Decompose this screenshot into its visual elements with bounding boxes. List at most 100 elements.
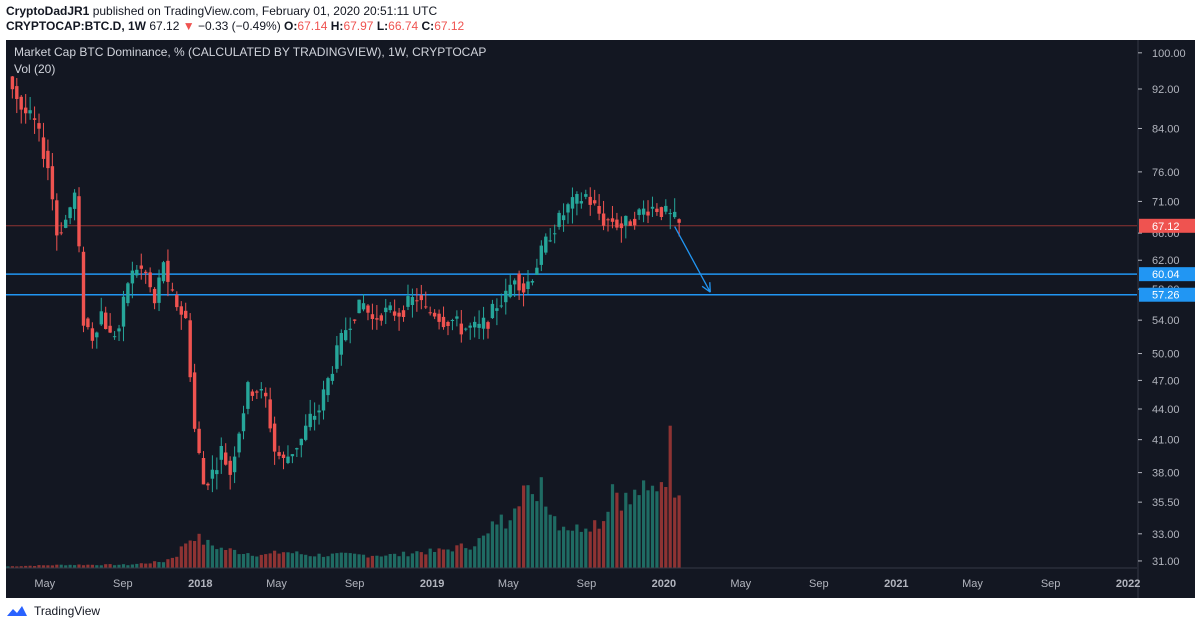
volume-bar <box>570 530 575 568</box>
candle-body <box>81 251 86 326</box>
open-value: 67.14 <box>297 19 328 33</box>
volume-bar <box>144 563 148 568</box>
price-tick-label: 71.00 <box>1152 196 1180 208</box>
candle-body <box>286 456 290 463</box>
time-tick-label: May <box>498 578 519 590</box>
candle-body <box>477 323 481 328</box>
volume-bar <box>148 563 152 568</box>
candle-body <box>570 197 575 209</box>
volume-bar <box>637 495 641 568</box>
volume-bar <box>668 425 672 568</box>
volume-bar <box>228 548 232 568</box>
candle-body <box>575 194 579 204</box>
candle-body <box>290 454 295 457</box>
volume-bar <box>433 552 437 568</box>
volume-bar <box>246 553 250 568</box>
volume-bar <box>393 553 397 568</box>
volume-bar <box>55 564 59 568</box>
volume-bar <box>184 543 188 568</box>
candle-body <box>161 262 166 282</box>
volume-bar <box>321 556 326 568</box>
candle-body <box>228 460 232 475</box>
volume-bar <box>370 555 374 568</box>
candle-body <box>397 312 401 317</box>
author-name[interactable]: CryptoDadJR1 <box>6 4 90 18</box>
price-axis: 100.0092.0084.0076.0071.0066.0062.0058.0… <box>1137 40 1195 598</box>
price-chart[interactable]: 100.0092.0084.0076.0071.0066.0062.0058.0… <box>6 40 1195 598</box>
candle-body <box>664 205 668 212</box>
volume-bar <box>15 566 19 568</box>
horizontal-lines-layer <box>6 225 1137 296</box>
candle-body <box>95 332 99 338</box>
volume-bar <box>477 538 481 568</box>
candle-body <box>37 123 41 129</box>
candle-body <box>224 452 228 465</box>
candle-body <box>308 413 312 428</box>
candle-body <box>584 194 588 197</box>
publish-line: CryptoDadJR1 published on TradingView.co… <box>6 4 437 18</box>
candle-body <box>144 271 148 273</box>
candle-body <box>237 433 241 453</box>
chart-area[interactable]: 100.0092.0084.0076.0071.0066.0062.0058.0… <box>6 40 1195 598</box>
candles-layer <box>10 75 681 493</box>
time-tick-label: 2018 <box>188 578 212 590</box>
last-price-label: 67.12 <box>1152 221 1180 233</box>
volume-bar <box>335 553 339 568</box>
volume-bar <box>366 557 370 568</box>
low-label: L: <box>376 19 389 33</box>
candle-body <box>415 300 419 302</box>
candle-body <box>126 283 130 304</box>
candle-body <box>188 320 192 378</box>
candle-body <box>361 303 366 310</box>
volume-bar <box>633 489 637 568</box>
volume-bar <box>490 521 494 568</box>
candle-body <box>504 290 508 303</box>
volume-bar <box>557 530 561 568</box>
volume-bar <box>46 565 50 568</box>
volume-bar <box>304 554 308 568</box>
volume-bar <box>406 556 410 568</box>
ohlc-line: CRYPTOCAP:BTC.D, 1W 67.12 ▼ −0.33 (−0.49… <box>6 19 464 33</box>
candle-body <box>241 413 246 432</box>
candle-body <box>206 483 210 486</box>
candle-body <box>388 305 392 311</box>
candle-body <box>68 207 72 219</box>
candle-body <box>535 267 539 275</box>
candle-body <box>366 305 370 313</box>
volume-bar <box>646 490 650 568</box>
candle-body <box>312 415 317 420</box>
tradingview-footer[interactable]: TradingView <box>6 600 100 622</box>
candle-body <box>201 458 206 485</box>
volume-bar <box>6 566 10 568</box>
candle-body <box>513 280 517 285</box>
candle-body <box>406 296 410 307</box>
candle-body <box>544 236 548 253</box>
candle-body <box>72 192 77 209</box>
volume-bar <box>459 543 463 568</box>
candle-body <box>250 391 255 396</box>
support-line-label: 60.04 <box>1152 269 1180 281</box>
volume-bar <box>344 552 348 568</box>
candle-body <box>659 207 664 217</box>
candle-body <box>348 328 352 330</box>
volume-bar <box>606 511 610 568</box>
candle-body <box>499 305 503 307</box>
volume-bar <box>348 553 352 568</box>
price-tick-label: 100.00 <box>1152 48 1186 60</box>
volume-bar <box>37 565 41 568</box>
price-tick-label: 50.00 <box>1152 349 1180 361</box>
volume-bar <box>397 556 401 568</box>
candle-body <box>633 218 637 226</box>
candle-body <box>232 456 237 473</box>
volume-bar <box>10 566 14 568</box>
price-tick-label: 35.50 <box>1152 497 1180 509</box>
candle-body <box>490 303 495 319</box>
candle-body <box>99 311 103 325</box>
volume-bar <box>264 554 268 568</box>
price-tick-label: 84.00 <box>1152 123 1180 135</box>
volume-bar <box>299 554 303 568</box>
candle-body <box>268 399 272 429</box>
volume-bar <box>233 549 237 568</box>
candle-body <box>561 215 566 221</box>
candle-body <box>152 288 157 304</box>
